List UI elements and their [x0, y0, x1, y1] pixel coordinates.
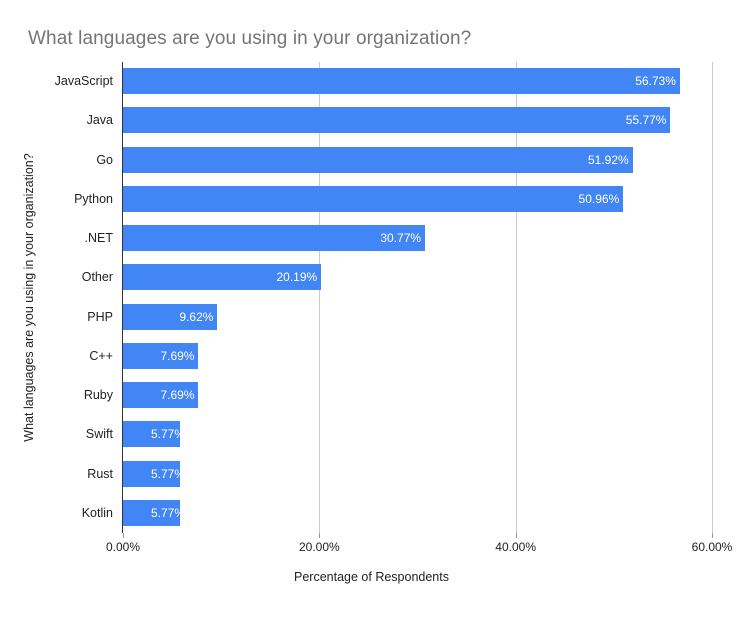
- bar-row[interactable]: 5.77%: [123, 494, 712, 533]
- bar-row[interactable]: 9.62%: [123, 298, 712, 337]
- bar[interactable]: [123, 382, 199, 408]
- y-axis-tick-label: Java: [86, 113, 113, 128]
- x-axis-tick-label: 40.00%: [495, 540, 536, 554]
- bar-row[interactable]: 7.69%: [123, 376, 712, 415]
- bar[interactable]: [123, 68, 680, 94]
- y-axis-tick-label: Rust: [87, 466, 113, 481]
- bar-row[interactable]: 5.77%: [123, 415, 712, 454]
- bar[interactable]: [123, 460, 180, 487]
- bar-row[interactable]: 30.77%: [123, 219, 712, 258]
- bar-row[interactable]: 7.69%: [123, 337, 712, 376]
- chart-title: What languages are you using in your org…: [28, 28, 472, 49]
- bar[interactable]: [123, 303, 218, 330]
- y-axis-title: What languages are you using in your org…: [22, 153, 36, 442]
- y-axis-tick-label: Go: [96, 152, 113, 167]
- x-axis-tick-mark: [123, 533, 124, 538]
- bar[interactable]: [123, 342, 199, 369]
- y-axis-tick-label: C++: [89, 348, 113, 363]
- bar[interactable]: [123, 107, 671, 134]
- bar-row[interactable]: 56.73%: [123, 62, 712, 101]
- gridline: [319, 62, 321, 533]
- x-axis-tick-mark: [319, 533, 321, 538]
- x-axis-tick-label: 60.00%: [691, 540, 733, 554]
- bar[interactable]: [123, 421, 180, 448]
- x-axis-tick-mark: [712, 533, 713, 538]
- bar-row[interactable]: 20.19%: [123, 258, 712, 297]
- bar[interactable]: [123, 185, 624, 212]
- y-axis-tick-label: JavaScript: [54, 74, 113, 88]
- y-axis-tick-label: Swift: [85, 427, 113, 442]
- x-axis-title: Percentage of Respondents: [294, 570, 449, 584]
- bar-row[interactable]: 50.96%: [123, 180, 712, 219]
- y-axis-line: [122, 62, 123, 533]
- bar[interactable]: [123, 264, 322, 291]
- bar[interactable]: [123, 225, 426, 251]
- gridline: [515, 62, 517, 533]
- bar-row[interactable]: 5.77%: [123, 455, 712, 494]
- y-axis-tick-label: PHP: [87, 309, 113, 324]
- y-axis-tick-label: Kotlin: [81, 505, 113, 520]
- y-axis-tick-label: Python: [74, 191, 113, 206]
- x-axis-tick-label: 0.00%: [105, 540, 141, 554]
- bar-row[interactable]: 51.92%: [123, 141, 712, 180]
- gridline: [712, 62, 713, 533]
- y-axis-tick-label: .NET: [84, 231, 113, 245]
- plot-area: 56.73% 55.77% 51.92% 50.96% 30.77% 20.19% 9.62…: [123, 62, 713, 533]
- y-axis-tick-label: Other: [81, 270, 113, 285]
- bar[interactable]: [123, 146, 633, 173]
- x-axis-tick-label: 20.00%: [298, 540, 340, 554]
- bar[interactable]: [123, 499, 180, 526]
- y-axis-tick-label: Ruby: [83, 388, 113, 402]
- x-axis-tick-mark: [515, 533, 517, 538]
- bar-row[interactable]: 55.77%: [123, 101, 712, 140]
